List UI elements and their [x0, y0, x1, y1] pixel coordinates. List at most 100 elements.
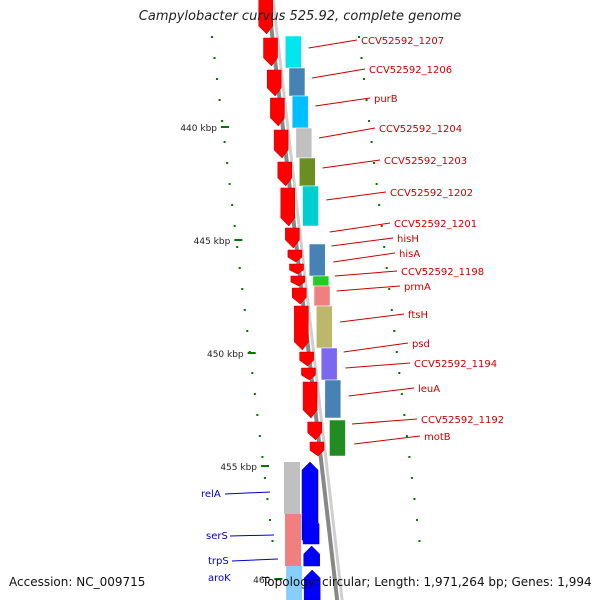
scale-tick-mark — [247, 352, 256, 354]
ring-dot — [258, 435, 261, 437]
gene-leader-line — [315, 97, 371, 107]
ring-dot — [256, 414, 259, 416]
ring-dot — [388, 288, 391, 290]
ring-dot — [231, 204, 234, 206]
ring-dot — [266, 498, 269, 500]
genome-summary-text: Topology: circular; Length: 1,971,264 bp… — [262, 575, 592, 589]
ring-dot — [213, 57, 216, 59]
gene-label-CCV52592_1207: CCV52592_1207 — [361, 36, 444, 47]
cds-arrow-forward — [294, 305, 309, 351]
ring-dot — [268, 519, 271, 521]
gene-label-ftsH: ftsH — [408, 310, 428, 321]
gene-leader-line — [333, 252, 396, 263]
gene-label-CCV52592_1202: CCV52592_1202 — [390, 188, 473, 199]
gene-leader-line — [322, 159, 381, 169]
scale-tick-label: 440 kbp — [180, 124, 217, 134]
ring-dot — [413, 498, 416, 500]
gene-leader-line — [348, 387, 415, 397]
gene-leader-line — [345, 362, 411, 369]
gene-label-prmA: prmA — [404, 282, 431, 293]
ring-dot — [383, 246, 386, 248]
ring-dot — [390, 309, 393, 311]
gene-leader-line — [326, 191, 387, 201]
gene-label-leuA: leuA — [418, 384, 440, 395]
cog-block — [329, 419, 346, 457]
ring-dot — [236, 246, 239, 248]
cog-block — [312, 275, 330, 287]
ring-dot — [228, 183, 231, 185]
ring-dot — [216, 78, 219, 80]
cds-arrow-reverse — [302, 515, 320, 545]
cds-arrow-forward — [280, 187, 296, 227]
ring-dot — [408, 456, 411, 458]
cog-block — [291, 95, 309, 129]
gene-leader-line — [340, 313, 405, 323]
scale-tick-label: 455 kbp — [220, 463, 257, 473]
gene-leader-line — [351, 418, 418, 425]
gene-label-trpS: trpS — [208, 556, 229, 567]
ring-dot — [405, 435, 408, 437]
gene-label-CCV52592_1204: CCV52592_1204 — [379, 124, 462, 135]
gene-label-CCV52592_1192: CCV52592_1192 — [421, 415, 504, 426]
cds-arrow-forward — [258, 0, 273, 35]
ring-dot — [360, 57, 363, 59]
ring-dot — [365, 99, 368, 101]
gene-leader-line — [229, 534, 275, 537]
gene-leader-line — [336, 285, 401, 292]
gene-leader-line — [343, 342, 409, 353]
gene-label-psd: psd — [412, 339, 430, 350]
gene-label-hisH: hisH — [397, 234, 419, 245]
gene-leader-line — [329, 222, 391, 233]
ring-dot — [211, 36, 213, 38]
ring-dot — [380, 225, 383, 227]
cog-block — [299, 157, 316, 187]
gene-label-purB: purB — [374, 94, 398, 105]
ring-dot — [375, 183, 378, 185]
gene-label-hisA: hisA — [399, 249, 420, 260]
cds-arrow-forward — [309, 441, 325, 457]
cds-arrow-reverse — [303, 545, 320, 567]
cog-block — [286, 566, 303, 600]
gene-leader-line — [354, 435, 421, 445]
gene-label-relA: relA — [201, 489, 221, 500]
cds-arrow-reverse — [303, 569, 321, 600]
cds-arrow-forward — [307, 421, 322, 441]
gene-leader-line — [231, 558, 279, 562]
cds-arrow-forward — [287, 249, 303, 263]
ring-dot — [243, 309, 246, 311]
gene-leader-line — [331, 237, 394, 247]
ring-dot — [385, 267, 388, 269]
gene-label-CCV52592_1198: CCV52592_1198 — [401, 267, 484, 278]
cog-color-ring — [284, 35, 346, 600]
cog-block — [284, 462, 300, 514]
cog-block — [316, 305, 333, 349]
gene-label-CCV52592_1203: CCV52592_1203 — [384, 156, 467, 167]
ring-dot — [370, 141, 373, 143]
cds-arrow-forward — [285, 227, 300, 249]
gene-leader-line — [318, 127, 376, 139]
scale-tick-mark — [221, 126, 229, 128]
scale-tick-mark — [261, 465, 270, 467]
ring-dot — [253, 393, 256, 395]
scale-tick-label: 450 kbp — [207, 350, 244, 360]
gene-leader-line — [312, 68, 366, 79]
cds-arrow-forward — [301, 367, 316, 381]
cog-block — [302, 185, 319, 227]
ring-dot — [271, 540, 274, 542]
ring-dot — [241, 288, 244, 290]
ring-dot — [398, 372, 401, 374]
ring-dot — [223, 141, 226, 143]
cds-arrow-forward — [292, 287, 307, 305]
ring-dot — [261, 456, 264, 458]
cog-block — [295, 127, 313, 159]
gene-label-CCV52592_1201: CCV52592_1201 — [394, 219, 477, 230]
cds-arrow-forward — [273, 129, 289, 159]
scale-tick-label: 460 — [253, 576, 270, 586]
cds-arrow-forward — [289, 263, 304, 275]
ring-dot — [358, 36, 360, 38]
gene-leader-line — [308, 39, 358, 49]
cds-arrow-forward — [263, 37, 278, 67]
map-title: Campylobacter curvus 525.92, complete ge… — [138, 9, 462, 24]
ring-dot — [246, 330, 249, 332]
ring-dot — [233, 225, 236, 227]
